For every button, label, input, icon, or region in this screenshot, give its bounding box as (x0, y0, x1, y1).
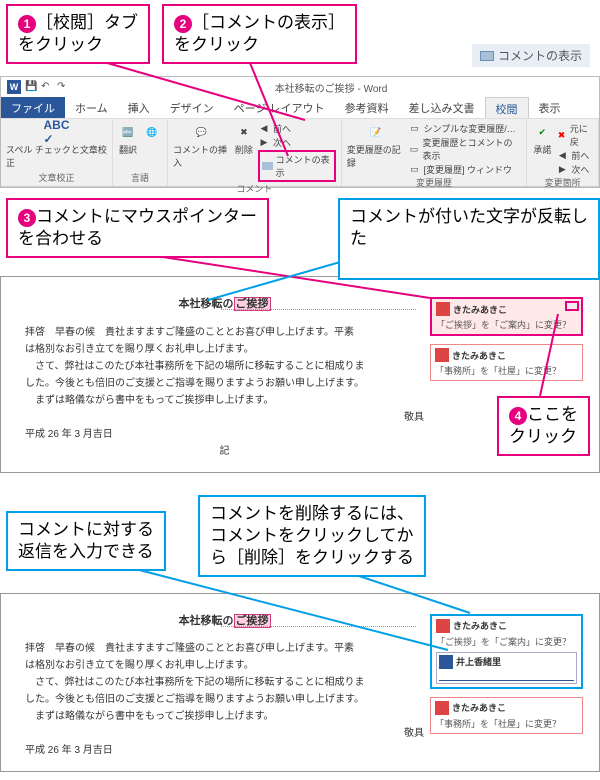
info-comment-highlighted: コメントが付いた文字が反転した (338, 198, 600, 280)
ribbon-group-changes: ✔ 承諾 ✖元に戻 ◀前へ ▶次へ 変更箇所 (527, 119, 599, 186)
delete-comment-button[interactable]: ✖ 削除 (234, 122, 254, 156)
reply-button[interactable] (565, 301, 579, 311)
undo-icon[interactable]: ↶ (41, 81, 53, 93)
badge-4: 4 (509, 407, 527, 425)
show-comments-icon (480, 51, 494, 61)
tab-home[interactable]: ホーム (65, 97, 118, 118)
badge-2: 2 (174, 15, 192, 33)
spellcheck-icon: ABC✓ (46, 122, 66, 142)
word-icon: W (7, 80, 21, 94)
comment-2[interactable]: きたみあきこ 「事務所」を「社屋」に変更？ (430, 344, 583, 381)
avatar-icon (435, 701, 449, 715)
translate-button[interactable]: 🔤 翻訳 (118, 122, 138, 156)
info-delete: コメントを削除するには、 コメントをクリックしてか ら［削除］をクリックする (198, 495, 426, 577)
ribbon-tabs: ファイル ホーム 挿入 デザイン ページ レイアウト 参考資料 差し込み文書 校… (1, 97, 599, 119)
new-comment-icon: 💬 (191, 122, 211, 142)
show-markup-button[interactable]: ▭変更履歴とコメントの表示 (408, 136, 521, 162)
avatar-icon (436, 302, 450, 316)
tab-file[interactable]: ファイル (1, 97, 65, 118)
language-icon: 🌐 (142, 122, 162, 142)
next-change-button[interactable]: ▶次へ (556, 163, 593, 176)
accept-button[interactable]: ✔ 承諾 (532, 122, 552, 156)
document-heading-2: 本社移転のご挨拶 (25, 612, 424, 631)
translate-icon: 🔤 (118, 122, 138, 142)
ribbon-group-comments: 💬 コメントの挿入 ✖ 削除 ◀前へ ▶次へ コメントの表示 コメント (168, 119, 342, 186)
accept-icon: ✔ (532, 122, 552, 142)
ribbon: ABC✓ スペル チェックと文章校正 文章校正 🔤 翻訳 🌐 言語 (1, 119, 599, 187)
ribbon-group-tracking: 📝 変更履歴の記録 ▭シンプルな変更履歴/… ▭変更履歴とコメントの表示 ▭[変… (342, 119, 528, 186)
tab-insert[interactable]: 挿入 (118, 97, 160, 118)
delete-icon: ✖ (234, 122, 254, 142)
comment-2b[interactable]: きたみあきこ 「事務所」を「社屋」に変更？ (430, 697, 583, 734)
document-page-2: 本社移転のご挨拶 拝啓 早春の候 貴社ますますご隆盛のこととお喜び申し上げます。… (0, 593, 600, 773)
callout-3: 3コメントにマウスポインター を合わせる (6, 198, 269, 258)
save-icon[interactable]: 💾 (25, 81, 37, 93)
prev-icon: ◀ (258, 123, 270, 135)
comment-connector-2 (221, 626, 416, 627)
reply-input-area[interactable]: 井上香緒里 (436, 652, 577, 684)
word-window: W 💾 ↶ ↷ 本社移転のご挨拶 - Word ファイル ホーム 挿入 デザイン… (0, 76, 600, 188)
new-comment-button[interactable]: 💬 コメントの挿入 (173, 122, 230, 169)
document-body: 本社移転のご挨拶 拝啓 早春の候 貴社ますますご隆盛のこととお喜び申し上げます。… (25, 295, 424, 460)
prev-change-button[interactable]: ◀前へ (556, 149, 593, 162)
reject-icon: ✖ (556, 129, 566, 141)
show-comments-example: コメントの表示 (472, 44, 590, 67)
document-heading: 本社移転のご挨拶 (25, 295, 424, 314)
track-icon: 📝 (366, 122, 386, 142)
tab-view[interactable]: 表示 (529, 97, 571, 118)
ribbon-group-proofing: ABC✓ スペル チェックと文章校正 文章校正 (1, 119, 113, 186)
comment-1[interactable]: きたみあきこ 「ご挨拶」を「ご案内」に変更？ (430, 297, 583, 336)
tab-design[interactable]: デザイン (160, 97, 224, 118)
comment-connector (221, 309, 416, 310)
document-body-2: 本社移転のご挨拶 拝啓 早春の候 貴社ますますご隆盛のこととお喜び申し上げます。… (25, 612, 424, 760)
next-comment-button[interactable]: ▶次へ (258, 136, 336, 149)
badge-3: 3 (18, 209, 36, 227)
tab-mailings[interactable]: 差し込み文書 (399, 97, 485, 118)
redo-icon[interactable]: ↷ (57, 81, 69, 93)
reject-button[interactable]: ✖元に戻 (556, 122, 593, 148)
show-comments-button[interactable]: コメントの表示 (258, 150, 336, 182)
tab-review[interactable]: 校閲 (485, 97, 529, 118)
show-comments-icon (262, 162, 273, 170)
callout-1: 1［校閲］タブ をクリック (6, 4, 150, 64)
comments-pane-2: きたみあきこ 「ご挨拶」を「ご案内」に変更？ 井上香緒里 きたみあきこ 「事務所… (424, 612, 589, 760)
avatar-icon (436, 619, 450, 633)
prev-comment-button[interactable]: ◀前へ (258, 122, 336, 135)
callout-4: 4ここを クリック (497, 396, 590, 456)
ribbon-group-language: 🔤 翻訳 🌐 言語 (113, 119, 168, 186)
badge-1: 1 (18, 15, 36, 33)
reviewing-pane-button[interactable]: ▭[変更履歴] ウィンドウ (408, 163, 521, 176)
document-title: 本社移転のご挨拶 - Word (69, 80, 593, 95)
comment-1b[interactable]: きたみあきこ 「ご挨拶」を「ご案内」に変更？ 井上香緒里 (430, 614, 583, 689)
tab-references[interactable]: 参考資料 (335, 97, 399, 118)
reply-avatar-icon (439, 655, 453, 669)
reply-input[interactable] (439, 671, 574, 681)
next-icon: ▶ (258, 137, 270, 149)
callout-2: 2［コメントの表示］ をクリック (162, 4, 357, 64)
language-button[interactable]: 🌐 (142, 122, 162, 142)
spellcheck-button[interactable]: ABC✓ スペル チェックと文章校正 (6, 122, 107, 169)
tab-layout[interactable]: ページ レイアウト (224, 97, 335, 118)
track-changes-button[interactable]: 📝 変更履歴の記録 (347, 122, 405, 169)
titlebar: W 💾 ↶ ↷ 本社移転のご挨拶 - Word (1, 77, 599, 97)
avatar-icon (435, 348, 449, 362)
info-reply: コメントに対する 返信を入力できる (6, 511, 166, 571)
markup-display-select[interactable]: ▭シンプルな変更履歴/… (408, 122, 521, 135)
